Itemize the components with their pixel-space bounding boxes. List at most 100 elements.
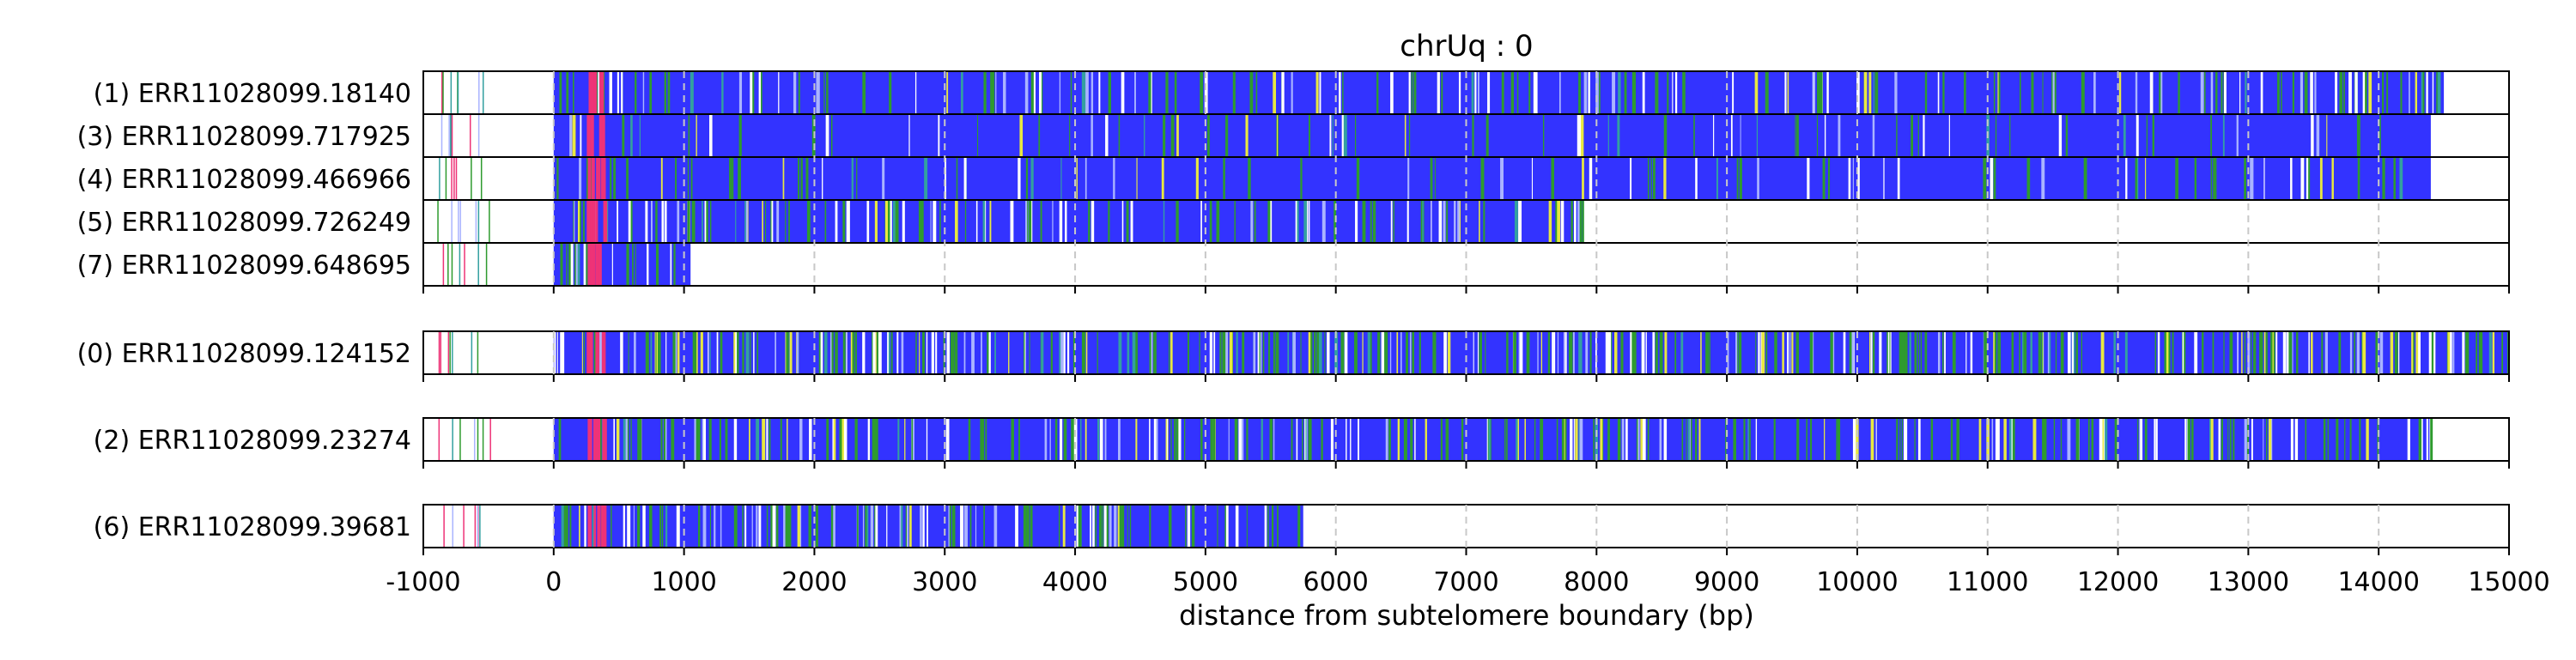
read-stripe: [651, 200, 653, 243]
read-stripe: [1826, 71, 1829, 114]
read-stripe: [1506, 418, 1508, 461]
read-stripe: [1281, 71, 1285, 114]
read-stripe: [1585, 331, 1589, 374]
read-stripe: [1650, 157, 1652, 200]
read-stripe: [1485, 114, 1489, 157]
read-stripe: [566, 243, 568, 286]
read-stripe: [994, 331, 996, 374]
read-stripe: [854, 331, 857, 374]
read-stripe: [675, 157, 677, 200]
read-stripe: [1095, 505, 1097, 548]
flank-mark: [450, 72, 453, 113]
read-stripe: [1607, 331, 1611, 374]
read-stripe: [854, 418, 858, 461]
read-stripe: [895, 200, 899, 243]
read-stripe: [1537, 331, 1539, 374]
read-stripe: [560, 243, 563, 286]
read-stripe: [1108, 200, 1110, 243]
read-stripe: [2168, 331, 2171, 374]
read-stripe: [2038, 331, 2042, 374]
read-stripe: [593, 505, 596, 548]
read-stripe: [1340, 331, 1345, 374]
read-stripe: [705, 200, 708, 243]
read-stripe: [901, 331, 904, 374]
read-stripe: [1691, 418, 1692, 461]
read-stripe: [1727, 331, 1729, 374]
read-stripe: [832, 418, 834, 461]
read-stripe: [1440, 418, 1443, 461]
read-stripe: [1725, 418, 1727, 461]
read-stripe: [1832, 331, 1835, 374]
read-stripe: [971, 331, 975, 374]
read-stripe: [2093, 71, 2096, 114]
read-label: (4) ERR11028099.466966: [77, 165, 411, 195]
read-stripe: [1580, 331, 1583, 374]
read-stripe: [938, 114, 940, 157]
read-stripe: [1551, 157, 1555, 200]
read-stripe: [709, 505, 712, 548]
read-stripe: [749, 418, 750, 461]
flank-mark: [489, 419, 491, 460]
flank-mark: [438, 419, 440, 460]
read-stripe: [890, 200, 892, 243]
read-stripe: [647, 243, 649, 286]
read-stripe: [1472, 114, 1474, 157]
read-stripe: [1749, 418, 1751, 461]
read-stripe: [1153, 331, 1157, 374]
read-label: (1) ERR11028099.18140: [94, 79, 411, 109]
read-stripe: [915, 331, 917, 374]
read-stripe: [832, 505, 835, 548]
read-stripe: [1330, 418, 1334, 461]
read-stripe: [2140, 418, 2143, 461]
read-stripe: [1612, 71, 1616, 114]
read-stripe: [1390, 200, 1393, 243]
read-stripe: [816, 71, 819, 114]
read-stripe: [766, 418, 769, 461]
read-stripe: [1238, 418, 1242, 461]
read-stripe: [1188, 331, 1189, 374]
read-stripe: [835, 331, 838, 374]
read-stripe: [594, 331, 597, 374]
read-stripe: [1564, 418, 1565, 461]
read-stripe: [2221, 418, 2223, 461]
read-stripe: [896, 331, 899, 374]
read-stripe: [676, 505, 680, 548]
read-stripe: [1425, 418, 1427, 461]
read-stripe: [1796, 418, 1800, 461]
read-stripe: [1736, 157, 1739, 200]
read-stripe: [709, 114, 713, 157]
read-stripe: [846, 200, 849, 243]
read-stripe: [1830, 331, 1833, 374]
read-stripe: [1849, 331, 1852, 374]
flank-mark: [485, 244, 488, 285]
read-stripe: [1655, 71, 1659, 114]
read-stripe: [1295, 200, 1298, 243]
read-stripe: [642, 505, 646, 548]
read-stripe: [595, 243, 598, 286]
read-stripe: [1091, 200, 1095, 243]
read-stripe: [645, 331, 649, 374]
read-stripe: [983, 71, 987, 114]
read-stripe: [810, 418, 812, 461]
read-stripe: [2311, 114, 2314, 157]
read-stripe: [2222, 114, 2225, 157]
group-ticks: [422, 548, 2510, 555]
read-stripe: [1084, 418, 1087, 461]
read-stripe: [1324, 331, 1326, 374]
read-stripe: [1534, 418, 1536, 461]
read-stripe: [2060, 331, 2064, 374]
read-stripe: [835, 200, 838, 243]
read-stripe: [770, 200, 772, 243]
read-stripe: [1874, 71, 1879, 114]
read-stripe: [1119, 505, 1122, 548]
read-stripe: [2290, 418, 2293, 461]
flank-mark: [440, 72, 443, 113]
read-stripe: [751, 505, 753, 548]
flank-mark: [445, 158, 447, 199]
read-stripes: [558, 418, 2433, 461]
read-stripe: [2356, 331, 2360, 374]
read-stripe: [902, 200, 905, 243]
read-stripe: [610, 157, 612, 200]
read-stripe: [1991, 418, 1994, 461]
read-stripe: [1664, 331, 1668, 374]
